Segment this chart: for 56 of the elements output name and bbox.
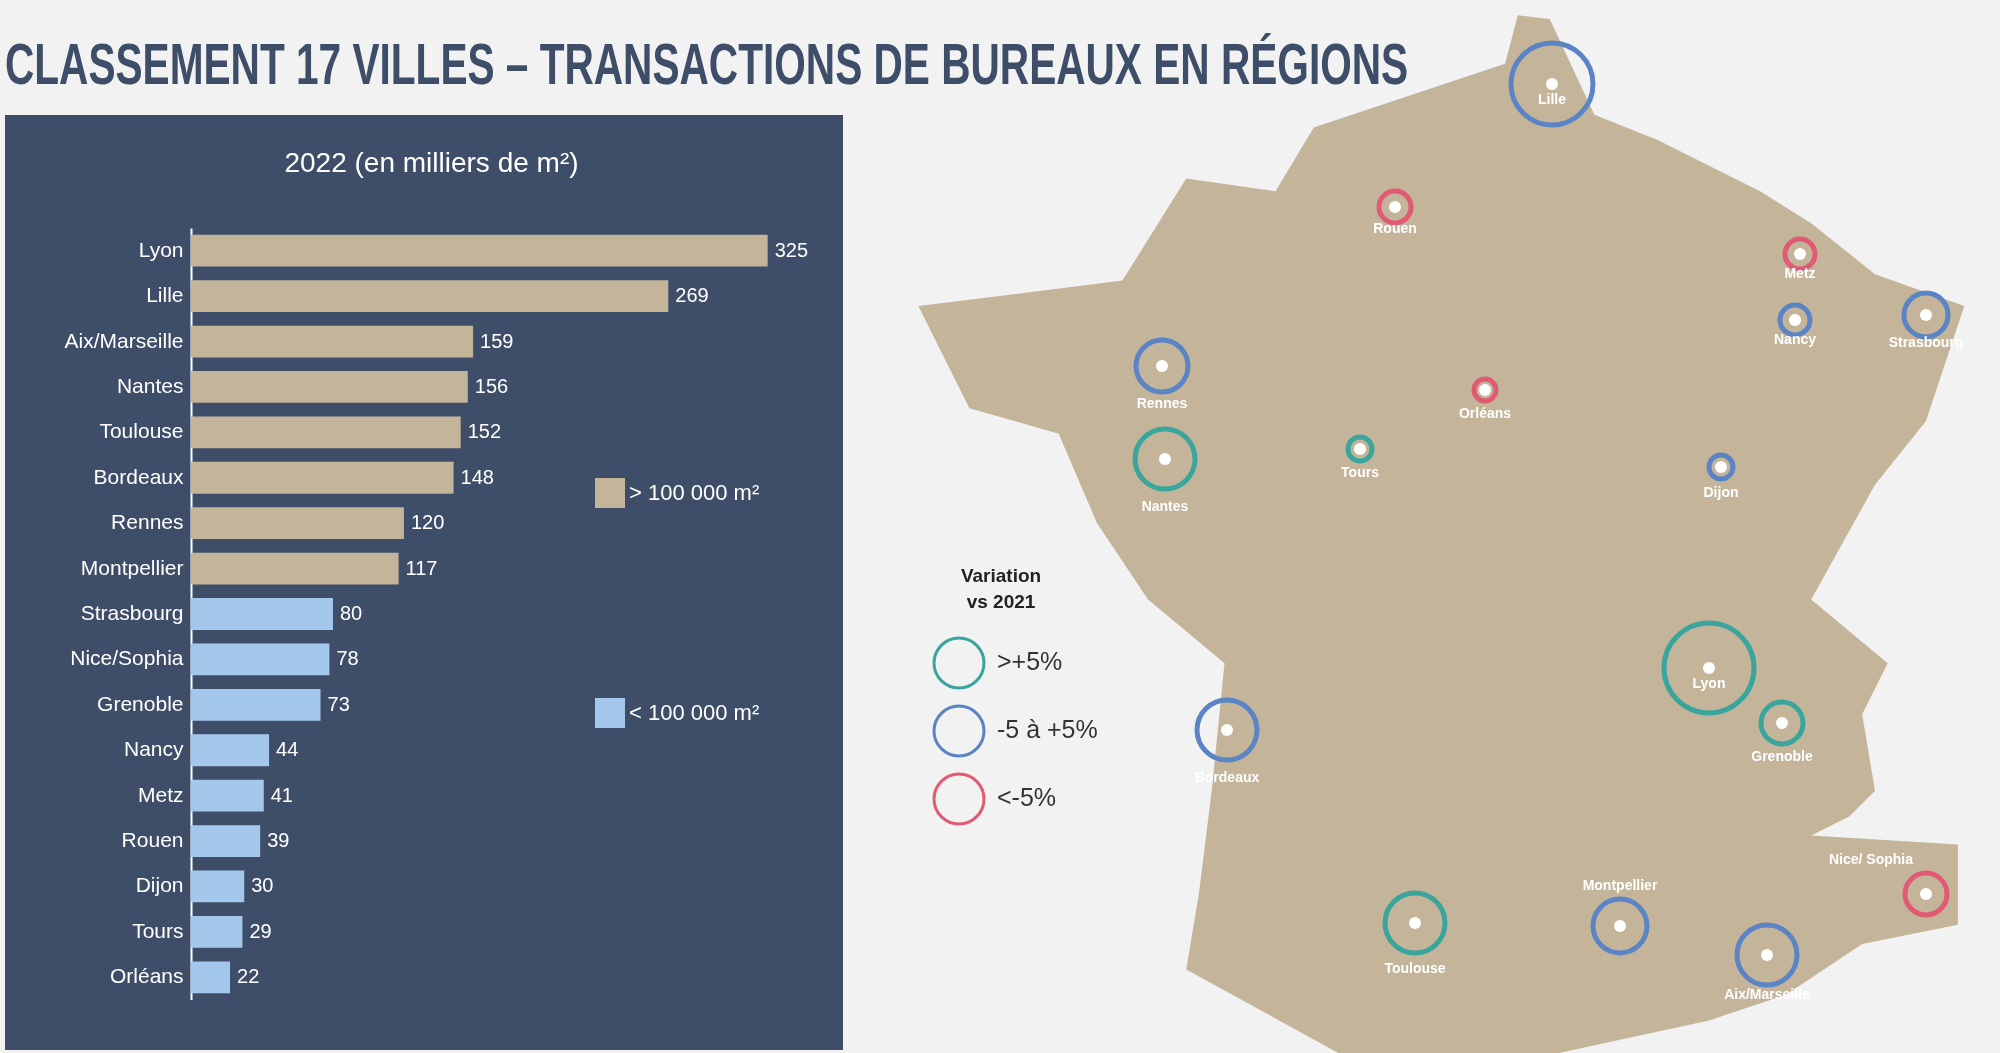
text: Grenoble — [1751, 747, 1813, 764]
y-tick-label: Grenoble — [97, 691, 184, 715]
category-label: >+5% — [997, 646, 1063, 675]
y-tick-label: Rennes — [111, 510, 184, 534]
chart-title: CLASSEMENT 17 VILLES – TRANSACTIONS DE BUREAUX EN RÉGIONS — [5, 30, 1409, 97]
chart-subtitle: 2022 (en milliers de m²) — [284, 147, 579, 178]
y-tick-label: Rouen — [121, 828, 184, 852]
data-label: 78 — [336, 647, 359, 670]
data-label: 117 — [405, 556, 438, 579]
y-tick-label: Metz — [137, 782, 184, 806]
text: Lille — [1537, 90, 1567, 107]
data-label: 80 — [339, 602, 363, 624]
y-tick-label: Nice/Sophia — [70, 646, 184, 670]
text: Dijon — [1703, 483, 1739, 500]
data-label: 120 — [410, 511, 445, 534]
text: Tours — [1341, 463, 1380, 480]
text: Orléans — [1458, 404, 1512, 421]
y-tick-label: Bordeaux — [93, 464, 184, 488]
y-tick-label: Lille — [146, 283, 184, 307]
text: Nice/ Sophia — [1828, 850, 1914, 867]
text: Rouen — [1373, 219, 1417, 236]
y-tick-label: Orléans — [109, 964, 184, 988]
y-tick-label: Toulouse — [99, 419, 184, 443]
data-label: 44 — [276, 738, 299, 761]
data-label: 30 — [251, 874, 274, 897]
y-tick-label: Tours — [132, 918, 184, 942]
y-tick-label: Nantes — [116, 373, 184, 397]
data-label: 41 — [270, 783, 293, 806]
legend-label: > 100 000 m² — [629, 480, 760, 505]
y-tick-label: Montpellier — [80, 555, 184, 579]
data-label: 22 — [237, 965, 260, 988]
text: Montpellier — [1582, 876, 1658, 893]
data-label: 325 — [774, 238, 809, 261]
text: Metz — [1784, 264, 1816, 281]
category-label: <-5% — [997, 782, 1057, 811]
text: Rennes — [1136, 394, 1188, 411]
data-label: 148 — [460, 465, 494, 488]
data-label: 29 — [249, 919, 272, 942]
legend-title: Variation vs 2021 — [960, 565, 1042, 612]
category-label: -5 à +5% — [997, 714, 1098, 743]
data-label: 152 — [467, 420, 502, 443]
y-tick-label: Strasbourg — [80, 601, 184, 624]
data-label: 269 — [675, 284, 709, 307]
y-tick-label: Lyon — [138, 237, 184, 261]
data-label: 156 — [474, 374, 509, 397]
data-label: 159 — [480, 329, 514, 352]
text: Nancy — [1773, 330, 1817, 347]
text: Lyon — [1692, 674, 1726, 691]
y-tick-label: Dijon — [135, 873, 184, 897]
legend-label: < 100 000 m² — [629, 700, 760, 725]
data-label: 73 — [327, 692, 350, 715]
text: Toulouse — [1384, 959, 1446, 976]
y-tick-label: Nancy — [123, 737, 184, 761]
y-tick-label: Aix/Marseille — [64, 328, 184, 352]
text: Nantes — [1141, 497, 1189, 514]
data-label: 39 — [267, 829, 290, 852]
